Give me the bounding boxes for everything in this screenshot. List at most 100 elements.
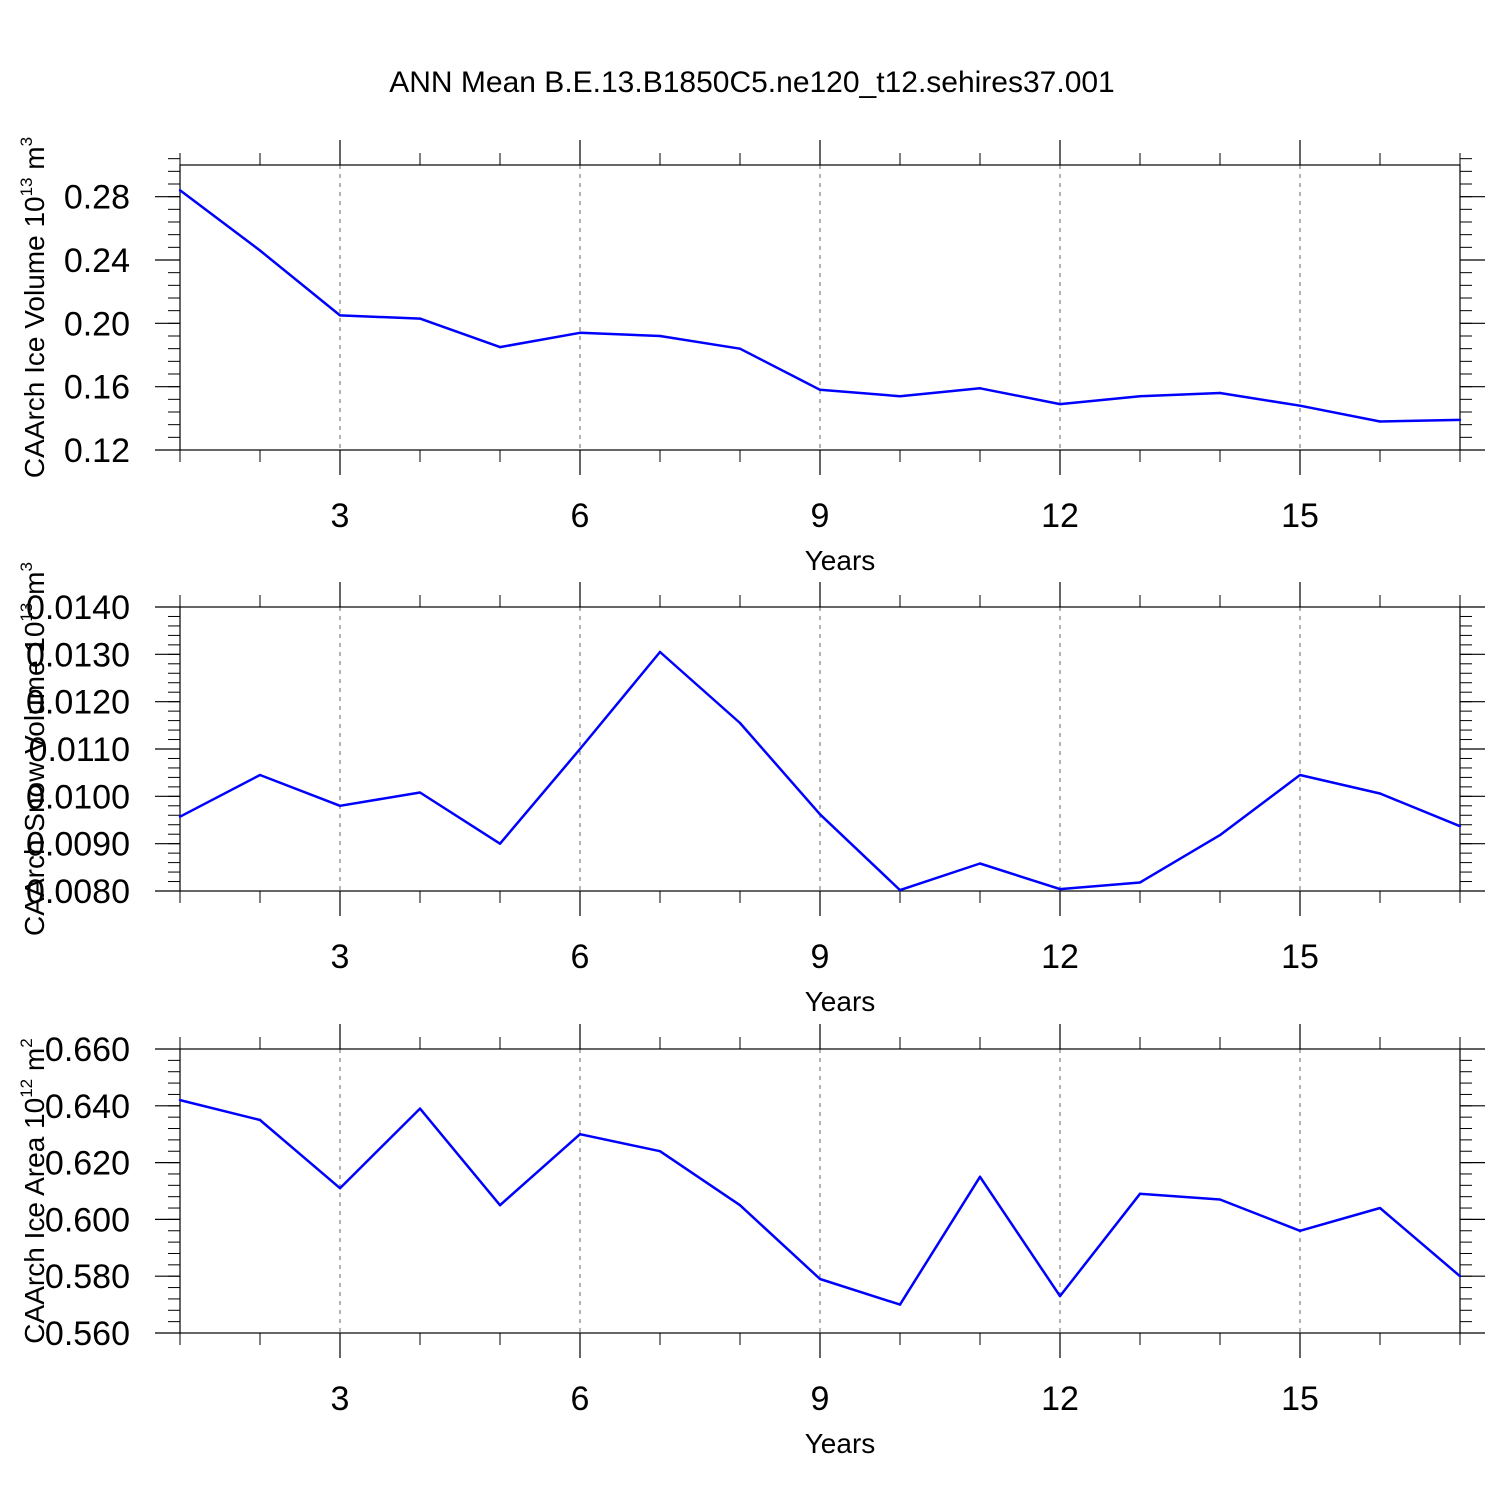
x-axis-title: Years	[805, 1428, 876, 1459]
x-tick-label: 15	[1281, 1380, 1319, 1418]
x-tick-label: 6	[571, 938, 590, 976]
y-tick-label: 0.620	[45, 1145, 130, 1183]
x-tick-label: 6	[571, 497, 590, 535]
data-point	[1058, 402, 1062, 406]
x-tick-label: 3	[331, 497, 350, 535]
plot-frame	[179, 1048, 1461, 1334]
data-point	[258, 249, 262, 252]
data-point	[1298, 773, 1302, 777]
data-point	[818, 813, 822, 816]
data-point	[1458, 824, 1462, 828]
y-tick-label: 0.600	[45, 1201, 130, 1239]
data-point	[1138, 1192, 1142, 1196]
data-point	[1378, 1206, 1382, 1210]
y-tick-label: 0.640	[45, 1088, 130, 1126]
data-point	[818, 1277, 822, 1281]
ice-volume-panel: 3 6 9 12 15 0.12 0.16 0.20 0.24 0.28 Years CAArch I…	[17, 137, 1485, 576]
data-point	[1058, 1294, 1062, 1298]
data-point	[178, 815, 182, 818]
x-tick-label: 6	[571, 1380, 590, 1418]
y-tick-label: 0.20	[64, 305, 130, 343]
x-tick-label: 9	[811, 497, 830, 535]
data-point	[738, 347, 742, 350]
data-point	[1218, 1198, 1222, 1201]
data-point	[178, 189, 182, 192]
data-point	[978, 862, 982, 865]
data-point	[258, 773, 262, 777]
plot-frame	[179, 164, 1461, 451]
data-point	[258, 1118, 262, 1122]
y-tick-label: 0.0100	[26, 778, 130, 816]
y-tick-label: 0.0090	[26, 826, 130, 864]
x-tick-label: 15	[1281, 938, 1319, 976]
x-tick-label: 12	[1041, 1380, 1079, 1418]
y-axis-title: CAArch Ice Volume 1013 m3	[17, 137, 50, 478]
data-point	[1458, 1275, 1462, 1278]
y-tick-label: 0.660	[45, 1031, 130, 1069]
data-point	[658, 1150, 662, 1153]
snow-volume-panel: 3 6 9 12 15 0.0080 0.0090 0.0100 0.0110 0.0120 0.0…	[17, 562, 1485, 1017]
data-point	[498, 345, 502, 349]
data-point	[578, 747, 582, 751]
data-point	[658, 334, 662, 338]
figure-title: ANN Mean B.E.13.B1850C5.ne120_t12.sehire…	[389, 66, 1115, 99]
data-point	[1138, 881, 1142, 884]
x-axis-title: Years	[805, 986, 876, 1017]
data-point	[498, 842, 502, 845]
x-tick-label: 15	[1281, 497, 1319, 535]
data-point	[338, 804, 342, 807]
x-tick-label: 9	[811, 938, 830, 976]
data-point	[1218, 391, 1222, 395]
data-point	[978, 1175, 982, 1179]
plot-frame	[179, 606, 1461, 892]
data-point	[418, 1107, 422, 1110]
data-point	[1138, 394, 1142, 398]
data-point	[1458, 418, 1462, 422]
data-point	[418, 791, 422, 794]
x-tick-label: 12	[1041, 938, 1079, 976]
data-point	[1058, 887, 1062, 891]
data-point	[418, 317, 422, 320]
ice-volume-series-line	[179, 189, 1461, 423]
y-tick-label: 0.12	[64, 432, 130, 470]
y-tick-label: 0.0080	[26, 873, 130, 911]
data-point	[658, 650, 662, 654]
data-point	[338, 1186, 342, 1190]
x-tick-label: 3	[331, 938, 350, 976]
y-tick-label: 0.0130	[26, 636, 130, 674]
y-tick-label: 0.16	[64, 369, 130, 407]
x-tick-label: 12	[1041, 497, 1079, 535]
data-point	[898, 1303, 902, 1306]
data-point	[738, 1204, 742, 1207]
y-tick-label: 0.0110	[29, 731, 130, 769]
data-point	[178, 1098, 182, 1102]
y-tick-label: 0.24	[64, 242, 130, 280]
data-point	[338, 314, 342, 317]
y-tick-label: 0.580	[45, 1258, 130, 1296]
data-point	[898, 888, 902, 892]
data-point	[1378, 420, 1382, 423]
data-point	[898, 394, 902, 398]
ice-area-panel: 3 6 9 12 15 0.560 0.580 0.600 0.620 0.640 0.660 Yea…	[17, 1024, 1485, 1459]
data-point	[1378, 792, 1382, 795]
data-point	[738, 721, 742, 725]
y-tick-label: 0.0140	[26, 589, 130, 627]
data-point	[578, 331, 582, 335]
x-tick-label: 3	[331, 1380, 350, 1418]
data-point	[1298, 404, 1302, 407]
y-tick-label: 0.560	[45, 1315, 130, 1353]
data-point	[498, 1204, 502, 1207]
y-tick-label: 0.0120	[26, 684, 130, 722]
data-point	[1218, 833, 1222, 837]
y-axis-title: CAArch Ice Area 1012 m2	[17, 1038, 50, 1343]
data-point	[978, 387, 982, 390]
data-point	[818, 388, 822, 392]
x-tick-label: 9	[811, 1380, 830, 1418]
data-point	[1298, 1229, 1302, 1232]
y-tick-label: 0.28	[64, 179, 130, 217]
y-axis-title: CAArch Snow Volume 1013 m3	[17, 562, 50, 936]
x-axis-title: Years	[805, 545, 876, 576]
data-point	[578, 1133, 582, 1136]
chart-panels: 3 6 9 12 15 0.12 0.16 0.20 0.24 0.28 Years CAArch I…	[17, 137, 1485, 1459]
